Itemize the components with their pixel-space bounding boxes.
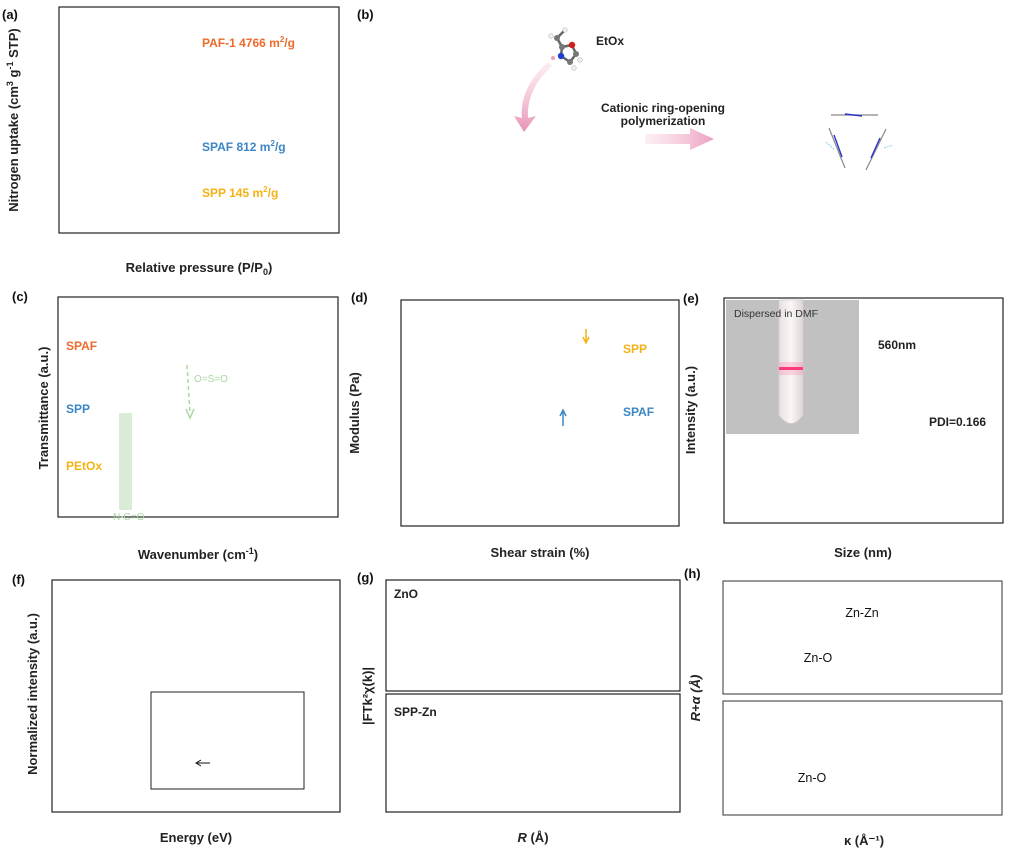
y-axis-label: |FTk²χ(k)| [360, 667, 375, 725]
inset-frame [150, 691, 305, 790]
etox-molecule [548, 27, 583, 71]
x-axis-label: Relative pressure (P/P0) [126, 260, 273, 277]
x-axis-label: R (Å) [517, 830, 548, 845]
plot-frame [57, 296, 339, 518]
laser-line [779, 367, 803, 370]
y-axis-label: R+α (Å) [688, 675, 703, 722]
highlight-nco-band [119, 413, 132, 510]
y-axis-label: Nitrogen uptake (cm3 g-1 STP) [5, 28, 21, 212]
plot-frame [400, 299, 680, 527]
subplot-frame-top [385, 579, 681, 692]
annotation-oso: O=S=O [194, 374, 228, 385]
panel-g: (g) ZnO SPP-Zn R (Å) |FTk²χ(k)| [357, 570, 681, 845]
annotation-nco: N-C=O [113, 512, 145, 523]
label-spaf: SPAF [66, 339, 97, 353]
curved-arrow [514, 62, 552, 132]
reaction-arrow [645, 128, 714, 150]
label-spp: SPP [623, 342, 647, 356]
panel-label-c: (c) [12, 289, 28, 304]
annotation-pdi: PDI=0.166 [929, 415, 986, 429]
plot-frame [58, 6, 340, 234]
panel-h: (h) ZnO SPP-Zn Zn-Zn Zn-O Zn-O κ (Å⁻¹) R… [684, 566, 1003, 848]
y-axis-label: Modulus (Pa) [347, 372, 362, 454]
subplot-title-sppzn: SPP-Zn [732, 707, 775, 721]
subplot-frame-bottom [722, 700, 1003, 816]
panel-b: (b) EtOx Cationic ring-opening polymeriz… [357, 7, 894, 171]
oso-arrow [186, 364, 191, 414]
y-axis-label: Intensity (a.u.) [683, 366, 698, 454]
label-zn-o-top: Zn-O [804, 651, 833, 665]
oso-arrowhead [185, 408, 195, 420]
panel-label-d: (d) [351, 290, 368, 305]
label-zn-zn: Zn-Zn [845, 606, 878, 620]
panel-a: (a) PAF-1 4766 m2/g SPAF 812 m2/g SPP 14… [2, 6, 340, 277]
panel-label-g: (g) [357, 570, 374, 585]
inset-shift-arrowhead [195, 759, 202, 767]
label-spaf: SPAF [623, 405, 654, 419]
reaction-label-line2: polymerization [621, 114, 706, 128]
subplot-title-zno: ZnO [394, 587, 418, 601]
y-axis-label: Normalized intensity (a.u.) [25, 613, 40, 775]
x-axis-label: Shear strain (%) [491, 545, 590, 560]
crossover-arrowhead-spaf [559, 408, 567, 417]
panel-f: (f) Energy (eV) Normalized intensity (a.… [12, 572, 341, 845]
inset-photo: Dispersed in DMF [726, 299, 859, 434]
label-zn-o-bottom: Zn-O [798, 771, 827, 785]
panel-label-h: (h) [684, 566, 701, 581]
panel-c: (c) O=S=O N-C=O SPAF SPP PEtOx Wavenumbe… [12, 289, 339, 562]
x-axis-label: Size (nm) [834, 545, 892, 560]
plot-frame [723, 297, 1004, 524]
x-axis-label: Energy (eV) [160, 830, 232, 845]
plot-frame [51, 579, 341, 813]
crossover-arrowhead-spp [582, 336, 590, 345]
x-axis-label: Wavenumber (cm-1) [138, 546, 258, 562]
test-tube [778, 299, 804, 424]
annotation-spaf: SPAF 812 m2/g [202, 139, 286, 154]
annotation-spp: SPP 145 m2/g [202, 185, 278, 200]
y-axis-label: Transmittance (a.u.) [36, 347, 51, 470]
panel-label-e: (e) [683, 291, 699, 306]
annotation-peak-size: 560nm [878, 338, 916, 352]
panel-d: (d) SPP SPAF Shear strain (%) Modulus (P… [347, 290, 680, 560]
panel-label-a: (a) [2, 7, 18, 22]
label-petox: PEtOx [66, 459, 102, 473]
label-etox: EtOx [596, 34, 624, 48]
reaction-label-line1: Cationic ring-opening [601, 101, 725, 115]
subplot-frame-top [722, 580, 1003, 695]
x-axis-label: κ (Å⁻¹) [844, 833, 884, 848]
inset-caption: Dispersed in DMF [734, 308, 818, 320]
subplot-title-zno: ZnO [732, 589, 756, 603]
panel-e: (e) Dispersed in DMF 560nm PDI=0.166 Siz… [683, 291, 1004, 560]
panel-label-b: (b) [357, 7, 374, 22]
annotation-paf1: PAF-1 4766 m2/g [202, 35, 295, 50]
subplot-frame-bottom [385, 693, 681, 813]
panel-label-f: (f) [12, 572, 25, 587]
polymer-chains [825, 113, 894, 171]
label-spp: SPP [66, 402, 90, 416]
subplot-title-sppzn: SPP-Zn [394, 705, 437, 719]
